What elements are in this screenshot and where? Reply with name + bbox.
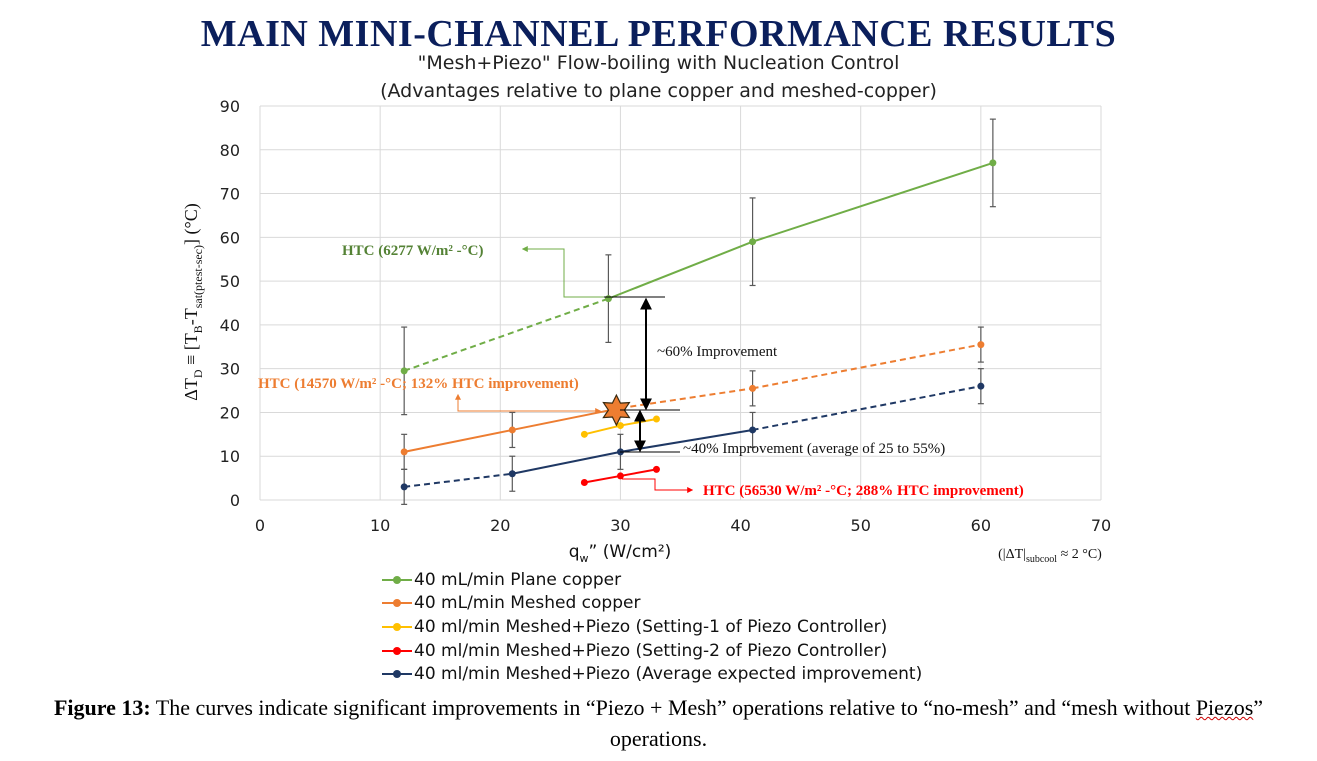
caption-label: Figure 13: bbox=[53, 695, 151, 720]
y-axis-label: ΔTD ≡ [TB-Tsat(ptest-sec)] (°C) bbox=[181, 203, 205, 400]
caption-text: The curves indicate significant improvem… bbox=[150, 695, 1196, 720]
series-line-segment bbox=[584, 474, 621, 484]
legend-item: 40 mL/min Plane copper bbox=[382, 568, 922, 592]
y-tick-label: 90 bbox=[220, 97, 240, 116]
x-axis-label: qw” (W/cm²) bbox=[569, 542, 672, 565]
data-point bbox=[508, 426, 516, 434]
y-tick-label: 50 bbox=[220, 272, 240, 291]
legend-symbol bbox=[382, 644, 412, 658]
series-3 bbox=[580, 465, 660, 486]
series-line-segment bbox=[620, 418, 657, 427]
data-point bbox=[977, 341, 985, 349]
data-point bbox=[580, 478, 588, 486]
legend-symbol bbox=[382, 620, 412, 634]
series-0 bbox=[400, 118, 997, 416]
data-point bbox=[580, 430, 588, 438]
y-tick-label: 60 bbox=[220, 228, 240, 247]
data-point bbox=[400, 483, 408, 491]
data-point bbox=[400, 367, 408, 375]
annotation-htc-plane: HTC (6277 W/m² -°C) bbox=[342, 243, 483, 259]
legend-label: 40 ml/min Meshed+Piezo (Setting-2 of Pie… bbox=[414, 640, 888, 661]
x-tick-label: 40 bbox=[730, 516, 750, 535]
data-point bbox=[652, 465, 660, 473]
data-point bbox=[989, 159, 997, 167]
x-tick-label: 10 bbox=[370, 516, 390, 535]
chart-subtitle: (Advantages relative to plane copper and… bbox=[380, 80, 937, 102]
series-line-segment bbox=[620, 387, 753, 410]
subcool-note: (|ΔT|subcool ≈ 2 °C) bbox=[998, 547, 1102, 565]
series-line-segment bbox=[608, 240, 753, 300]
data-point bbox=[749, 426, 757, 434]
callout-arrow-meshed bbox=[455, 393, 600, 412]
y-tick-label: 30 bbox=[220, 360, 240, 379]
series-line-segment bbox=[620, 468, 657, 477]
data-point bbox=[604, 295, 612, 303]
annotation-improve-60: ~60% Improvement bbox=[657, 344, 778, 360]
legend-symbol bbox=[382, 573, 412, 587]
series-line-segment bbox=[404, 472, 513, 488]
legend-label: 40 mL/min Meshed copper bbox=[414, 593, 641, 614]
annotation-htc-piezo: HTC (56530 W/m² -°C; 288% HTC improvemen… bbox=[703, 483, 1024, 499]
data-point bbox=[977, 382, 985, 390]
x-tick-label: 50 bbox=[851, 516, 871, 535]
y-tick-label: 10 bbox=[220, 447, 240, 466]
legend-item: 40 ml/min Meshed+Piezo (Average expected… bbox=[382, 662, 922, 686]
legend-symbol bbox=[382, 667, 412, 681]
data-point bbox=[616, 472, 624, 480]
y-tick-label: 0 bbox=[230, 491, 240, 510]
data-point bbox=[508, 470, 516, 478]
series-line-segment bbox=[752, 161, 994, 243]
chart-title: "Mesh+Piezo" Flow-boiling with Nucleatio… bbox=[417, 52, 900, 74]
series-line-segment bbox=[584, 424, 621, 436]
series-line-segment bbox=[512, 407, 621, 431]
data-point bbox=[749, 238, 757, 246]
x-tick-label: 60 bbox=[971, 516, 991, 535]
performance-chart: 0 10 20 30 40 50 60 70 0 10 20 30 40 50 60 70 80 90 HTC (… bbox=[181, 97, 1112, 565]
caption-squiggle-word: Piezos bbox=[1195, 695, 1254, 720]
annotation-htc-meshed: HTC (14570 W/m² -°C; 132% HTC improvemen… bbox=[258, 376, 579, 392]
y-tick-label: 70 bbox=[220, 185, 240, 204]
legend-label: 40 ml/min Meshed+Piezo (Average expected… bbox=[414, 664, 923, 685]
data-point bbox=[400, 448, 408, 456]
series-line-segment bbox=[752, 343, 982, 390]
caption-text-end: ” operations. bbox=[609, 695, 1264, 751]
data-point bbox=[616, 422, 624, 430]
legend-item: 40 ml/min Meshed+Piezo (Setting-2 of Pie… bbox=[382, 639, 922, 663]
tick-labels: 0 10 20 30 40 50 60 70 0 10 20 30 40 50 60 70 80 90 bbox=[220, 97, 1112, 535]
y-tick-label: 40 bbox=[220, 316, 240, 335]
series-line-segment bbox=[752, 385, 982, 431]
chart-legend: 40 mL/min Plane copper 40 mL/min Meshed c… bbox=[382, 568, 922, 686]
series-line-segment bbox=[512, 450, 621, 475]
legend-item: 40 ml/min Meshed+Piezo (Setting-1 of Pie… bbox=[382, 615, 922, 639]
x-tick-label: 0 bbox=[255, 516, 265, 535]
callout-arrow-plane bbox=[521, 246, 604, 298]
x-tick-label: 20 bbox=[490, 516, 510, 535]
series-line-segment bbox=[403, 297, 609, 372]
y-tick-label: 20 bbox=[220, 403, 240, 422]
y-tick-label: 80 bbox=[220, 141, 240, 160]
figure-caption: Figure 13: The curves indicate significa… bbox=[40, 692, 1277, 754]
series-line-segment bbox=[403, 428, 513, 453]
annotation-improve-40: ~40% Improvement (average of 25 to 55%) bbox=[683, 441, 945, 457]
legend-symbol bbox=[382, 596, 412, 610]
legend-item: 40 mL/min Meshed copper bbox=[382, 592, 922, 616]
chart-annotations: HTC (6277 W/m² -°C) HTC (14570 W/m² -°C; … bbox=[258, 243, 1024, 499]
main-title: MAIN MINI-CHANNEL PERFORMANCE RESULTS bbox=[200, 13, 1117, 55]
callout-arrow-piezo bbox=[622, 478, 694, 493]
star-marker bbox=[602, 393, 631, 427]
legend-label: 40 mL/min Plane copper bbox=[414, 569, 622, 590]
x-tick-label: 70 bbox=[1091, 516, 1111, 535]
data-point bbox=[652, 415, 660, 423]
x-tick-label: 30 bbox=[610, 516, 630, 535]
data-point bbox=[749, 384, 757, 392]
legend-label: 40 ml/min Meshed+Piezo (Setting-1 of Pie… bbox=[414, 616, 888, 637]
